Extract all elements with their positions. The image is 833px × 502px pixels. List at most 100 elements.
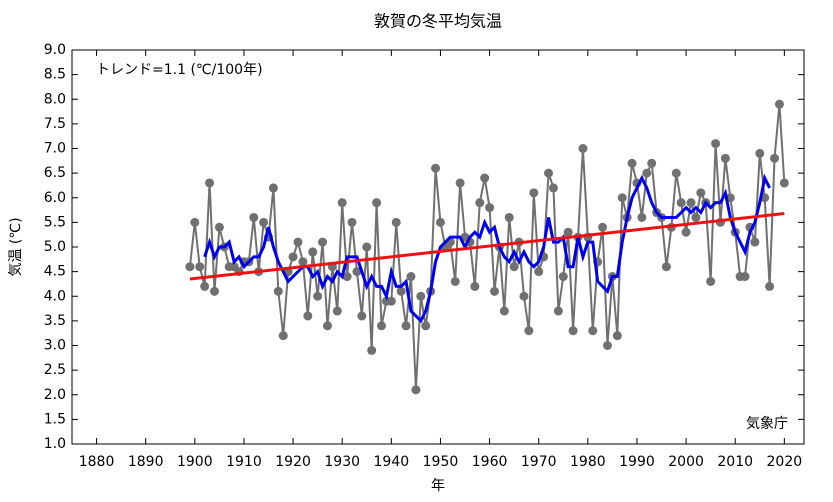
y-tick-label: 6.5 [44, 165, 66, 181]
data-point [563, 227, 573, 237]
x-axis-label: 年 [431, 478, 445, 494]
data-point [352, 267, 362, 277]
data-point [524, 326, 534, 336]
data-point [303, 311, 313, 321]
y-tick-label: 7.5 [44, 116, 66, 132]
data-point [647, 158, 657, 168]
data-point [720, 153, 730, 163]
data-point [268, 183, 278, 193]
data-point [406, 272, 416, 282]
data-point [200, 281, 210, 291]
data-point [617, 193, 627, 203]
data-point [386, 296, 396, 306]
data-point [209, 286, 219, 296]
data-point [308, 247, 318, 257]
data-point [642, 168, 652, 178]
y-tick-label: 9.0 [44, 42, 66, 58]
y-tick-label: 2.5 [44, 362, 66, 378]
data-point [529, 188, 539, 198]
data-point [485, 203, 495, 213]
data-point [347, 217, 357, 227]
y-tick-label: 7.0 [44, 141, 66, 157]
data-point [578, 144, 588, 153]
data-point [259, 217, 269, 227]
data-point [489, 286, 499, 296]
chart-title: 敦賀の冬平均気温 [374, 12, 502, 31]
data-point [568, 326, 578, 336]
data-point [686, 198, 696, 208]
data-point [553, 306, 563, 316]
data-point [322, 321, 332, 331]
source-label: 気象庁 [746, 416, 788, 432]
data-point [480, 173, 490, 183]
data-point [293, 237, 303, 247]
data-point [205, 178, 215, 188]
x-tick-label: 1890 [128, 454, 164, 470]
x-tick-label: 1980 [570, 454, 606, 470]
data-point [195, 262, 205, 272]
data-point [504, 212, 514, 222]
data-point [396, 286, 406, 296]
data-point [377, 321, 387, 331]
data-point [588, 326, 598, 336]
x-tick-label: 1920 [275, 454, 311, 470]
data-point [313, 291, 323, 301]
x-tick-label: 1880 [79, 454, 115, 470]
data-point [544, 168, 554, 178]
data-point [637, 212, 647, 222]
y-tick-label: 4.0 [44, 288, 66, 304]
data-point [475, 198, 485, 208]
x-tick-label: 1970 [521, 454, 557, 470]
data-point [779, 178, 789, 188]
data-point [249, 212, 259, 222]
data-point [750, 237, 760, 247]
series-line [189, 212, 785, 281]
data-point [765, 281, 775, 291]
data-point [190, 217, 200, 227]
data-point [421, 321, 431, 331]
data-point [318, 237, 328, 247]
x-tick-label: 1900 [177, 454, 213, 470]
data-point [770, 153, 780, 163]
data-point [691, 212, 701, 222]
y-tick-label: 6.0 [44, 190, 66, 206]
data-point [711, 139, 721, 149]
data-point [548, 183, 558, 193]
data-point [676, 198, 686, 208]
data-point [671, 168, 681, 178]
x-tick-label: 1940 [374, 454, 410, 470]
y-tick-label: 5.5 [44, 214, 66, 230]
plot-frame [71, 49, 805, 445]
y-tick-label: 4.5 [44, 264, 66, 280]
data-point [612, 331, 622, 341]
data-point [598, 222, 608, 232]
y-tick-label: 5.0 [44, 239, 66, 255]
data-point [298, 257, 308, 267]
x-tick-label: 1930 [324, 454, 360, 470]
data-point [342, 272, 352, 282]
y-tick-label: 1.5 [44, 411, 66, 427]
y-axis-label: 気温 (℃) [8, 217, 24, 276]
data-point [372, 198, 382, 208]
data-point [278, 331, 288, 341]
data-point [391, 217, 401, 227]
x-tick-label: 1990 [619, 454, 655, 470]
data-point [431, 163, 441, 173]
x-tick-label: 2020 [767, 454, 803, 470]
data-point [627, 158, 637, 168]
data-point [416, 291, 426, 301]
data-point [740, 272, 750, 282]
data-point [509, 262, 519, 272]
data-point [558, 272, 568, 282]
y-tick-label: 1.0 [44, 436, 66, 452]
y-tick-label: 8.0 [44, 91, 66, 107]
data-point [435, 217, 445, 227]
data-point [273, 286, 283, 296]
data-point [470, 281, 480, 291]
data-point [185, 262, 195, 272]
data-point [534, 267, 544, 277]
x-tick-label: 2010 [717, 454, 753, 470]
x-tick-label: 1960 [472, 454, 508, 470]
